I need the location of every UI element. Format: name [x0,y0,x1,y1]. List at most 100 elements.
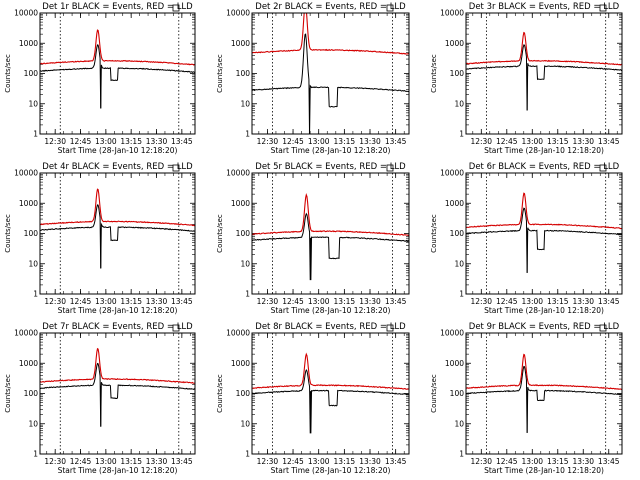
x-axis-label: Start Time (28-Jan-10 12:18:20) [484,466,604,475]
lld-series-line [252,192,409,237]
x-tick-label: 12:30 [257,297,279,306]
y-tick-label: 10 [240,99,250,108]
panel-title: Det 9r BLACK = Events, RED = LLD [469,322,620,332]
y-tick-label: 10000 [226,329,250,338]
plot-area [40,347,195,427]
panel-det-3r: Det 3r BLACK = Events, RED = LLD Counts/s… [430,2,623,155]
x-tick-label: 13:45 [171,297,193,306]
x-tick-label: 13:15 [120,457,142,466]
y-tick-label: 10 [28,259,38,268]
x-tick-label: 12:45 [282,137,304,146]
lld-series-line [252,352,409,390]
lld-series-line [40,188,195,227]
panel-det-1r: Det 1r BLACK = Events, RED = LLD Counts/s… [4,2,196,155]
plot-area [466,353,622,433]
y-tick-label: 100 [236,229,251,238]
y-tick-label: 1000 [231,39,250,48]
y-tick-label: 1000 [19,39,38,48]
x-tick-label: 13:00 [95,137,117,146]
x-tick-label: 13:15 [547,457,569,466]
panel-det-4r: Det 4r BLACK = Events, RED = LLD Counts/s… [4,162,196,315]
plot-frame [39,12,196,135]
x-tick-label: 12:45 [70,137,92,146]
y-tick-label: 10000 [226,169,250,178]
y-tick-label: 100 [236,69,251,78]
x-tick-label: 13:45 [385,457,407,466]
x-tick-label: 13:45 [598,297,620,306]
y-tick-label: 10000 [14,329,38,338]
x-tick-label: 12:45 [282,457,304,466]
plot-frame [39,172,196,295]
panel-title: Det 3r BLACK = Events, RED = LLD [469,2,620,12]
x-axis-label: Start Time (28-Jan-10 12:18:20) [58,146,178,155]
plot-area [252,352,409,434]
events-series-line [40,362,195,427]
y-tick-label: 10000 [14,169,38,178]
x-tick-label: 13:45 [385,137,407,146]
y-tick-label: 1000 [231,199,250,208]
y-tick-label: 1 [33,130,38,139]
y-tick-label: 1000 [445,359,464,368]
events-series-line [252,368,409,434]
legend-marker [599,324,607,332]
y-tick-label: 1 [459,450,464,459]
x-tick-label: 13:00 [521,457,543,466]
x-tick-label: 12:45 [496,297,518,306]
y-axis-label: Counts/sec [430,374,438,413]
plot-area [40,188,195,269]
x-tick-label: 13:30 [572,297,594,306]
y-axis-label: Counts/sec [4,374,12,413]
panel-det-2r: Det 2r BLACK = Events, RED = LLD Counts/s… [216,2,410,155]
plot-frame [465,332,623,455]
x-axis-label: Start Time (28-Jan-10 12:18:20) [58,466,178,475]
panel-det-6r: Det 6r BLACK = Events, RED = LLD Counts/s… [430,162,623,315]
x-tick-label: 13:45 [385,297,407,306]
lld-series-line [466,353,622,390]
y-tick-label: 1 [245,130,250,139]
x-tick-label: 12:45 [282,297,304,306]
y-tick-label: 1000 [19,199,38,208]
x-tick-label: 13:00 [308,457,330,466]
events-series-line [466,365,622,433]
x-tick-label: 13:45 [171,137,193,146]
x-tick-label: 13:15 [547,137,569,146]
y-tick-label: 1 [459,290,464,299]
legend-marker [386,164,394,172]
legend-marker [386,324,394,332]
x-tick-label: 12:45 [70,457,92,466]
y-tick-label: 100 [450,229,465,238]
legend-marker [172,324,180,332]
legend-marker [172,4,180,12]
plot-area [466,31,622,111]
y-tick-label: 10000 [14,9,38,18]
plot-frame [251,12,410,135]
panel-det-9r: Det 9r BLACK = Events, RED = LLD Counts/s… [430,322,623,475]
x-tick-label: 13:15 [120,297,142,306]
x-tick-label: 12:45 [496,457,518,466]
plot-area [466,192,622,273]
panel-title: Det 1r BLACK = Events, RED = LLD [42,2,193,12]
y-tick-label: 1 [245,290,250,299]
x-axis-label: Start Time (28-Jan-10 12:18:20) [484,146,604,155]
lld-series-line [252,13,409,55]
x-tick-label: 13:30 [146,297,168,306]
y-axis-label: Counts/sec [216,214,224,253]
x-tick-label: 13:00 [308,297,330,306]
panel-det-5r: Det 5r BLACK = Events, RED = LLD Counts/s… [216,162,410,315]
y-tick-label: 100 [24,389,39,398]
y-tick-label: 10000 [226,9,250,18]
events-series-line [466,207,622,273]
x-tick-label: 12:30 [470,297,492,306]
legend-marker [386,4,394,12]
x-axis-label: Start Time (28-Jan-10 12:18:20) [484,306,604,315]
y-tick-label: 1000 [445,199,464,208]
plot-frame [251,332,410,455]
panel-title: Det 2r BLACK = Events, RED = LLD [255,2,406,12]
plot-area [252,13,409,134]
lld-series-line [466,31,622,66]
x-tick-label: 13:00 [95,457,117,466]
y-tick-label: 10 [454,419,464,428]
x-axis-label: Start Time (28-Jan-10 12:18:20) [58,306,178,315]
plot-frame [465,172,623,295]
panel-det-7r: Det 7r BLACK = Events, RED = LLD Counts/s… [4,322,196,475]
